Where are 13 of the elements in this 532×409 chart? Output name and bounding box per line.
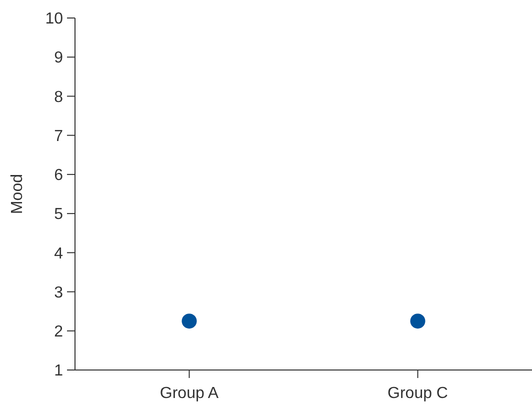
x-tick-label: Group C [388, 385, 448, 402]
y-tick-label: 6 [54, 167, 64, 184]
y-tick-label: 10 [45, 10, 64, 28]
y-tick-label: 1 [54, 362, 64, 380]
y-tick-label: 3 [54, 284, 64, 302]
y-tick-label: 5 [54, 206, 64, 224]
y-tick-label: 2 [54, 323, 64, 340]
y-tick-label: 9 [54, 50, 64, 67]
y-tick-label: 7 [54, 128, 64, 145]
y-axis-title: Mood [9, 174, 26, 214]
x-tick-label: Group A [160, 385, 219, 402]
y-tick-label: 4 [54, 245, 64, 262]
y-tick-label: 8 [54, 88, 64, 106]
